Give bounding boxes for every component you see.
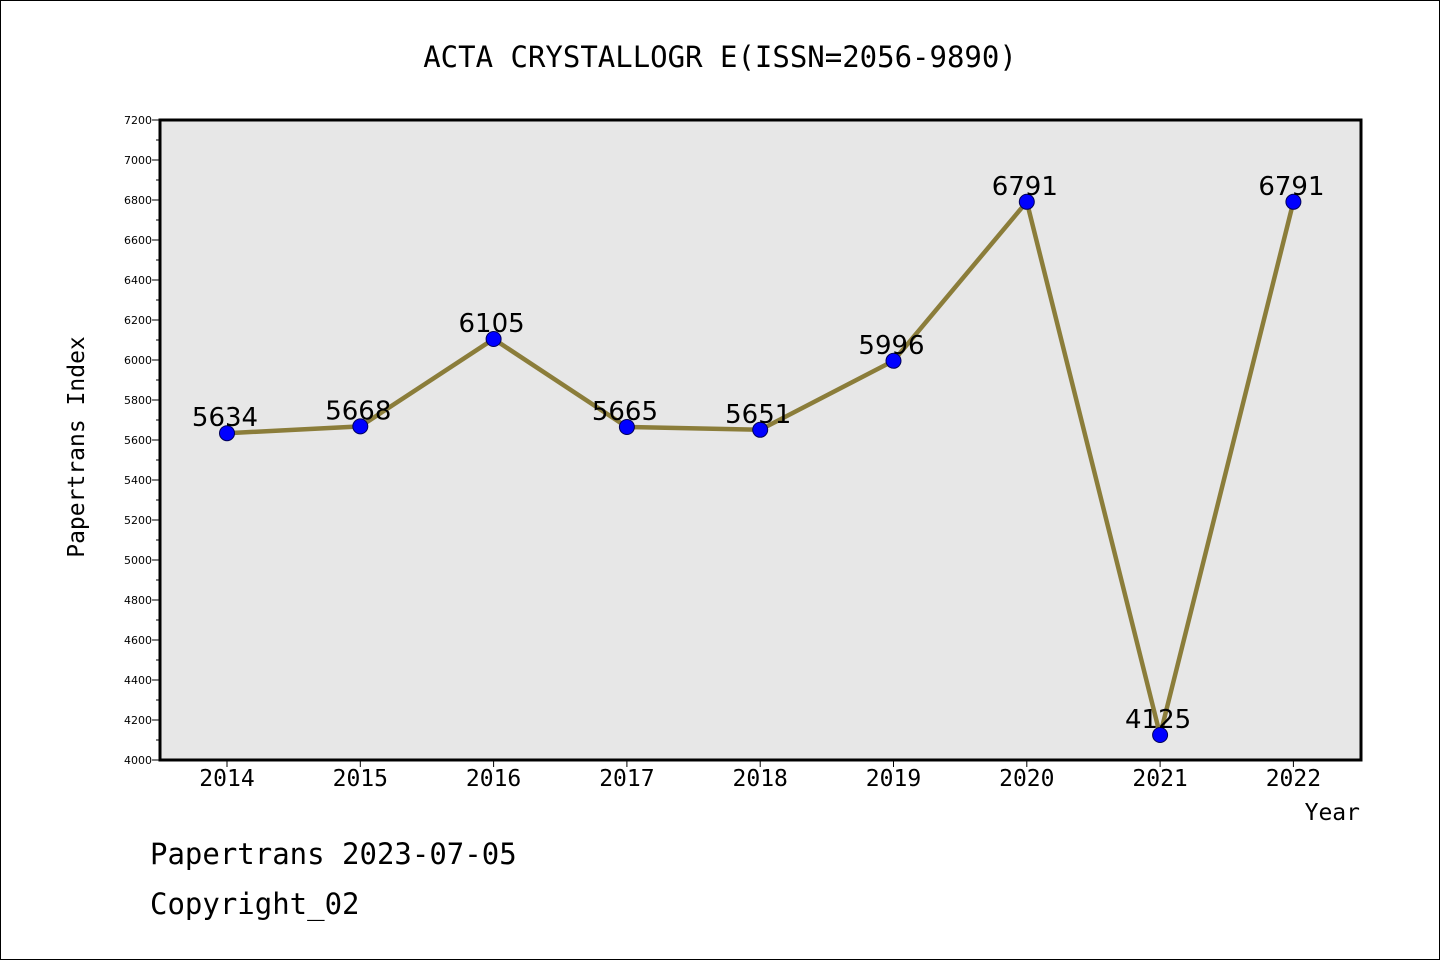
y-tick-label: 5200 <box>124 514 152 527</box>
data-label: 5651 <box>725 400 791 430</box>
x-tick-label: 2017 <box>599 766 654 792</box>
data-label: 5634 <box>192 403 258 433</box>
x-axis-ticks: 2014 2015 2016 2017 2018 2019 2020 2021 2022 <box>199 760 1321 792</box>
data-point-marker <box>1018 193 1035 210</box>
data-label: 5665 <box>592 397 658 427</box>
data-labels: 5634 5668 6105 5665 5651 5996 6791 4125 6791 <box>192 172 1325 735</box>
x-axis-label: Year <box>1305 800 1360 826</box>
y-tick-label: 4200 <box>124 714 152 727</box>
y-tick-label: 5000 <box>124 554 152 567</box>
y-tick-label: 5400 <box>124 474 152 487</box>
y-tick-label: 6600 <box>124 234 152 247</box>
x-tick-label: 2018 <box>733 766 788 792</box>
footer-copyright: Copyright_02 <box>150 887 360 922</box>
data-point-marker <box>752 421 769 438</box>
data-markers <box>219 193 1302 743</box>
y-axis-label: Papertrans Index <box>64 336 90 558</box>
y-tick-label: 5600 <box>124 434 152 447</box>
footer-date: Papertrans 2023-07-05 <box>150 837 517 871</box>
y-tick-label: 7000 <box>124 154 152 167</box>
data-point-marker <box>1152 727 1169 743</box>
y-tick-label: 4400 <box>124 674 152 687</box>
data-label: 6105 <box>459 309 525 339</box>
plot-area <box>160 120 1361 760</box>
data-label: 4125 <box>1125 705 1191 735</box>
x-tick-label: 2015 <box>333 766 388 792</box>
y-tick-label: 4000 <box>124 754 152 767</box>
data-label: 5996 <box>858 331 924 361</box>
data-point-marker <box>618 419 635 435</box>
y-axis-ticks: 4000 4200 4400 4600 4800 5000 5200 5400 5600 5800… <box>124 114 160 767</box>
x-tick-label: 2022 <box>1266 766 1321 792</box>
chart-title: ACTA CRYSTALLOGR E(ISSN=2056-9890) <box>423 40 1017 74</box>
y-tick-label: 6200 <box>124 314 152 327</box>
y-tick-label: 4600 <box>124 634 152 647</box>
x-tick-label: 2016 <box>466 766 521 792</box>
data-point-marker <box>485 331 502 347</box>
x-tick-label: 2020 <box>999 766 1054 792</box>
y-tick-label: 4800 <box>124 594 152 607</box>
y-tick-label: 6000 <box>124 354 152 367</box>
y-tick-label: 5800 <box>124 394 152 407</box>
y-tick-label: 7200 <box>124 114 152 127</box>
plot-border <box>158 118 1363 762</box>
data-point-marker <box>885 352 902 369</box>
data-label: 6791 <box>992 172 1058 202</box>
data-label: 5668 <box>325 396 391 426</box>
y-tick-label: 6800 <box>124 194 152 207</box>
x-tick-label: 2021 <box>1132 766 1187 792</box>
x-tick-label: 2014 <box>199 766 254 792</box>
data-point-marker <box>352 418 369 435</box>
data-label: 6791 <box>1258 172 1324 202</box>
data-point-marker <box>1285 193 1302 210</box>
data-point-marker <box>219 425 235 442</box>
y-tick-label: 6400 <box>124 274 152 287</box>
x-tick-label: 2019 <box>866 766 921 792</box>
